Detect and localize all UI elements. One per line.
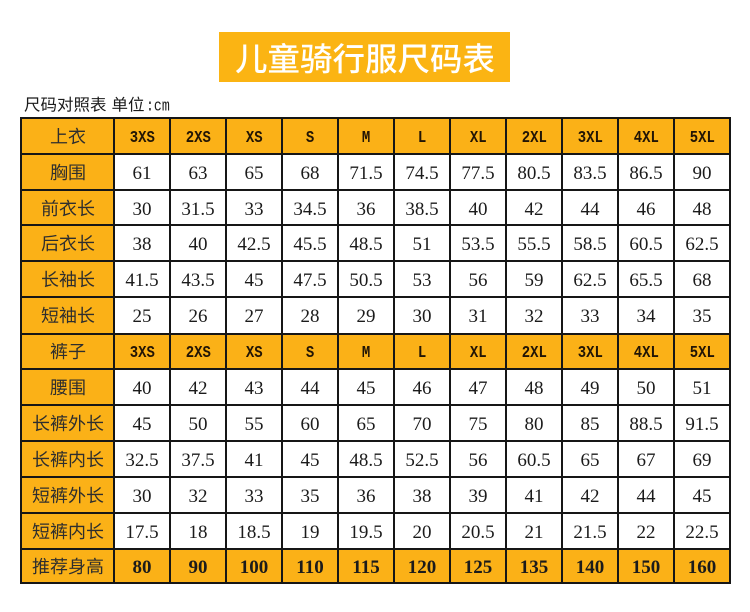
svg-text::cm: :cm: [146, 98, 170, 115]
